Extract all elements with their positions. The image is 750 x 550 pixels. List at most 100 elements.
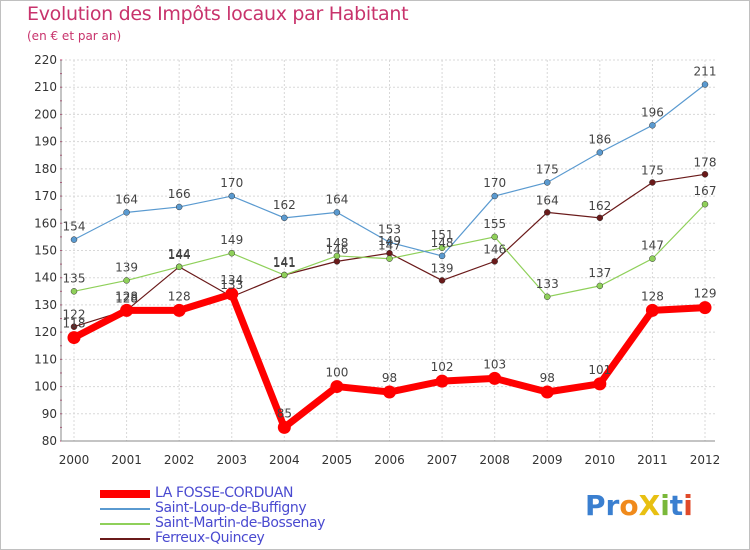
- x-tick-label: 2001: [111, 453, 142, 467]
- data-point-ferreux-quincey: [333, 258, 341, 265]
- x-tick-label: 2006: [374, 453, 405, 467]
- x-tick-label: 2003: [216, 453, 247, 467]
- data-label-saint-loup-de-buffigny: 196: [641, 105, 664, 119]
- data-point-ferreux-quincey: [596, 214, 604, 222]
- data-label-saint-martin-de-bossenay: 155: [483, 217, 506, 231]
- data-point-saint-martin-de-bossenay: [281, 271, 288, 279]
- x-tick-label: 2000: [59, 453, 90, 467]
- data-label-la-fosse-corduan: 98: [382, 371, 397, 385]
- x-tick-label: 2012: [690, 453, 721, 467]
- data-point-saint-loup-de-buffigny: [438, 252, 446, 260]
- y-tick-label: 130: [34, 298, 57, 312]
- data-point-ferreux-quincey: [701, 171, 709, 178]
- data-point-saint-martin-de-bossenay: [649, 255, 656, 262]
- data-point-saint-loup-de-buffigny: [281, 214, 288, 222]
- data-label-la-fosse-corduan: 128: [641, 289, 664, 303]
- data-point-saint-martin-de-bossenay: [596, 282, 604, 290]
- y-tick-label: 180: [34, 162, 57, 176]
- data-label-ferreux-quincey: 144: [168, 248, 191, 262]
- data-label-la-fosse-corduan: 103: [483, 357, 506, 371]
- y-tick-label: 80: [42, 434, 57, 448]
- data-point-saint-loup-de-buffigny: [649, 122, 656, 129]
- data-point-saint-loup-de-buffigny: [596, 149, 604, 156]
- legend-item-saint-martin-de-bossenay: Saint-Martin-de-Bossenay: [100, 516, 325, 531]
- data-point-saint-loup-de-buffigny: [491, 192, 498, 200]
- legend-swatch-saint-martin-de-bossenay: [100, 522, 150, 525]
- data-label-ferreux-quincey: 146: [483, 242, 506, 256]
- series-group: [67, 81, 712, 434]
- y-tick-label: 150: [34, 244, 57, 258]
- y-tick-label: 120: [34, 325, 57, 339]
- data-point-saint-martin-de-bossenay: [544, 293, 551, 301]
- chart-title: Evolution des Impôts locaux par Habitant: [27, 3, 409, 25]
- data-point-saint-martin-de-bossenay: [386, 255, 393, 262]
- data-point-ferreux-quincey: [649, 179, 656, 186]
- data-point-saint-loup-de-buffigny: [175, 203, 183, 211]
- data-label-saint-loup-de-buffigny: 166: [168, 187, 191, 201]
- x-tick-label: 2002: [164, 453, 195, 467]
- data-label-la-fosse-corduan: 98: [540, 371, 555, 385]
- logo-letter: r: [605, 489, 620, 522]
- data-label-ferreux-quincey: 122: [63, 308, 86, 322]
- logo-letter: i: [683, 489, 693, 522]
- x-tick-label: 2011: [637, 453, 668, 467]
- data-point-la-fosse-corduan: [330, 380, 344, 394]
- legend-item-saint-loup-de-buffigny: Saint-Loup-de-Buffigny: [100, 501, 325, 516]
- logo-letter: o: [619, 489, 639, 522]
- legend-label-saint-loup-de-buffigny: Saint-Loup-de-Buffigny: [155, 500, 307, 516]
- logo-letter: X: [638, 489, 661, 522]
- logo-letter: i: [660, 489, 670, 522]
- legend-label-la-fosse-corduan: LA FOSSE-CORDUAN: [155, 485, 294, 501]
- data-label-la-fosse-corduan: 85: [277, 406, 292, 420]
- x-tick-label: 2004: [269, 453, 300, 467]
- x-tick-label: 2007: [427, 453, 458, 467]
- data-point-saint-martin-de-bossenay: [491, 233, 498, 241]
- data-point-saint-loup-de-buffigny: [228, 192, 235, 200]
- data-label-la-fosse-corduan: 134: [220, 273, 243, 287]
- data-label-ferreux-quincey: 175: [641, 163, 664, 177]
- data-point-saint-loup-de-buffigny: [544, 179, 551, 186]
- data-point-saint-martin-de-bossenay: [701, 200, 709, 208]
- y-tick-label: 100: [34, 380, 57, 394]
- y-tick-label: 190: [34, 135, 57, 149]
- data-label-saint-martin-de-bossenay: 139: [115, 260, 138, 274]
- data-label-ferreux-quincey: 162: [588, 199, 611, 213]
- data-label-ferreux-quincey: 146: [325, 242, 348, 256]
- chart-subtitle: (en € et par an): [27, 29, 122, 43]
- x-tick-label: 2008: [479, 453, 510, 467]
- legend-swatch-la-fosse-corduan: [100, 489, 150, 498]
- y-tick-label: 170: [34, 189, 57, 203]
- legend-label-saint-martin-de-bossenay: Saint-Martin-de-Bossenay: [155, 515, 326, 531]
- data-point-saint-martin-de-bossenay: [333, 252, 341, 260]
- data-point-la-fosse-corduan: [698, 301, 712, 315]
- data-label-saint-martin-de-bossenay: 137: [588, 266, 611, 280]
- data-point-saint-loup-de-buffigny: [701, 81, 709, 88]
- data-label-ferreux-quincey: 164: [536, 193, 559, 207]
- data-label-la-fosse-corduan: 128: [168, 289, 191, 303]
- data-label-saint-loup-de-buffigny: 153: [378, 222, 401, 236]
- y-tick-label: 210: [34, 80, 57, 94]
- data-label-saint-loup-de-buffigny: 170: [483, 176, 506, 190]
- data-labels: 122 128 144 133 141 146 149 139 146 164 162 175 178 1…: [63, 64, 717, 420]
- data-label-saint-loup-de-buffigny: 164: [325, 192, 348, 206]
- data-label-saint-loup-de-buffigny: 186: [588, 133, 611, 147]
- data-label-saint-martin-de-bossenay: 149: [220, 233, 243, 247]
- data-label-saint-martin-de-bossenay: 148: [325, 236, 348, 250]
- y-tick-label: 200: [34, 107, 57, 121]
- legend-swatch-ferreux-quincey: [100, 537, 150, 540]
- x-tick-label: 2010: [585, 453, 616, 467]
- y-tick-label: 220: [34, 53, 57, 67]
- data-point-saint-loup-de-buffigny: [333, 209, 341, 216]
- data-point-la-fosse-corduan: [277, 420, 291, 434]
- data-point-ferreux-quincey: [70, 323, 78, 330]
- data-label-saint-loup-de-buffigny: 154: [63, 220, 86, 234]
- data-label-saint-loup-de-buffigny: 211: [694, 64, 717, 78]
- data-point-saint-loup-de-buffigny: [123, 209, 130, 216]
- data-label-saint-martin-de-bossenay: 135: [63, 271, 86, 285]
- data-point-saint-martin-de-bossenay: [123, 277, 130, 284]
- y-tick-label: 90: [42, 407, 57, 421]
- data-point-saint-martin-de-bossenay: [228, 249, 235, 257]
- data-label-saint-martin-de-bossenay: 144: [168, 247, 191, 261]
- data-label-la-fosse-corduan: 129: [694, 287, 717, 301]
- data-point-la-fosse-corduan: [435, 374, 449, 388]
